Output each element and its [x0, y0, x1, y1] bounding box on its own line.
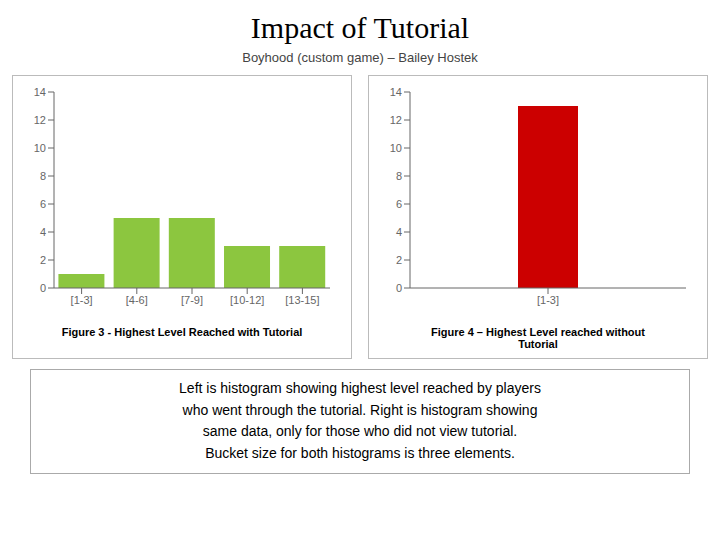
svg-text:8: 8 [40, 170, 46, 182]
svg-text:2: 2 [40, 254, 46, 266]
svg-text:12: 12 [390, 114, 402, 126]
html-text:Figure 3 - Highest Level Reach: Figure 3 - Highest Level Reached with Tu… [61, 326, 303, 338]
svg-text:4: 4 [396, 226, 402, 238]
svg-text:[1-3]: [1-3] [71, 294, 93, 306]
html-text:Boyhood (custom game) – Bailey: Boyhood (custom game) – Bailey Hostek [242, 50, 478, 65]
svg-text:10: 10 [34, 142, 46, 154]
html-text:Figure 4 – Highest Level reach: Figure 4 – Highest Level reached without… [431, 326, 645, 350]
svg-text:2: 2 [396, 254, 402, 266]
svg-text:[10-12]: [10-12] [230, 294, 264, 306]
svg-text:14: 14 [390, 86, 402, 98]
svg-text:4: 4 [40, 226, 46, 238]
svg-text:8: 8 [396, 170, 402, 182]
svg-text:0: 0 [40, 282, 46, 294]
svg-text:[7-9]: [7-9] [181, 294, 203, 306]
svg-text:10: 10 [390, 142, 402, 154]
svg-text:[13-15]: [13-15] [285, 294, 319, 306]
svg-text:[1-3]: [1-3] [537, 294, 559, 306]
svg-text:[4-6]: [4-6] [126, 294, 148, 306]
html-text:Impact of Tutorial: Impact of Tutorial [250, 11, 470, 44]
svg-text:14: 14 [34, 86, 46, 98]
svg-text:6: 6 [40, 198, 46, 210]
svg-text:0: 0 [396, 282, 402, 294]
html-text:Left is histogram showing high: Left is histogram showing highest level … [179, 380, 541, 462]
svg-text:6: 6 [396, 198, 402, 210]
svg-text:12: 12 [34, 114, 46, 126]
